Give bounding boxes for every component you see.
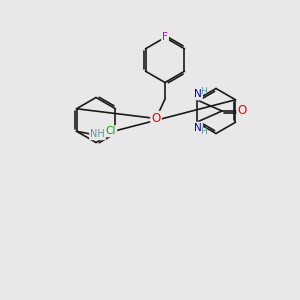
Text: F: F <box>162 32 168 43</box>
Text: N: N <box>194 123 202 133</box>
Text: H: H <box>200 87 206 96</box>
Text: N: N <box>194 89 202 99</box>
Text: O: O <box>238 104 247 118</box>
Text: O: O <box>152 112 160 125</box>
Text: Cl: Cl <box>106 126 116 136</box>
Text: H: H <box>200 127 206 136</box>
Text: NH: NH <box>90 129 105 139</box>
